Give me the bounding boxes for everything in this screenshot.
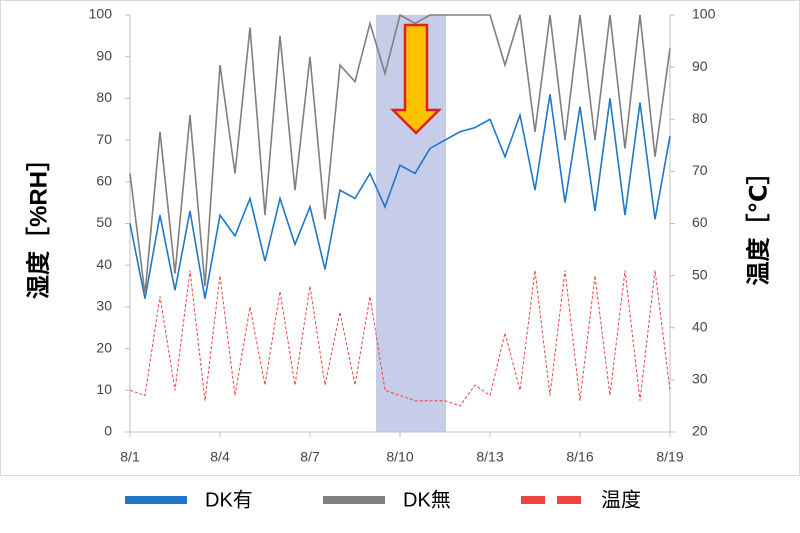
x-tick-label: 8/1 (120, 449, 140, 465)
y-tick-label: 10 (96, 381, 112, 397)
x-tick-label: 8/7 (300, 449, 320, 465)
y2-tick-label: 90 (692, 58, 708, 74)
y2-tick-label: 70 (692, 162, 708, 178)
x-tick-label: 8/19 (656, 449, 683, 465)
arrow (389, 23, 443, 135)
y2-tick-label: 100 (692, 6, 716, 22)
x-tick-label: 8/13 (476, 449, 503, 465)
y2-axis-title: 温度［℃］ (744, 160, 772, 285)
y-axis-title: 湿度［%RH］ (24, 147, 52, 299)
series-line (129, 13, 671, 295)
y-tick-label: 30 (96, 298, 112, 314)
y-tick-label: 90 (96, 47, 112, 63)
y2-tick-label: 20 (692, 423, 708, 439)
x-tick-label: 8/4 (210, 449, 230, 465)
y-tick-label: 50 (96, 214, 112, 230)
y-tick-label: 40 (96, 256, 112, 272)
series-line (129, 270, 671, 407)
y-tick-label: 60 (96, 173, 112, 189)
y-tick-label: 70 (96, 131, 112, 147)
y2-tick-label: 60 (692, 214, 708, 230)
legend-label: DK無 (403, 488, 451, 511)
x-tick-label: 8/16 (566, 449, 593, 465)
y2-tick-label: 30 (692, 371, 708, 387)
y-tick-label: 20 (96, 339, 112, 355)
x-tick-label: 8/10 (386, 449, 413, 465)
y2-tick-label: 40 (692, 318, 708, 334)
y2-tick-label: 80 (692, 110, 708, 126)
y-tick-label: 80 (96, 89, 112, 105)
y2-tick-label: 50 (692, 266, 708, 282)
y-tick-label: 100 (89, 6, 113, 22)
legend-label: 温度 (601, 488, 641, 511)
y-tick-label: 0 (104, 423, 112, 439)
series-line (129, 94, 671, 299)
legend-label: DK有 (205, 488, 253, 511)
